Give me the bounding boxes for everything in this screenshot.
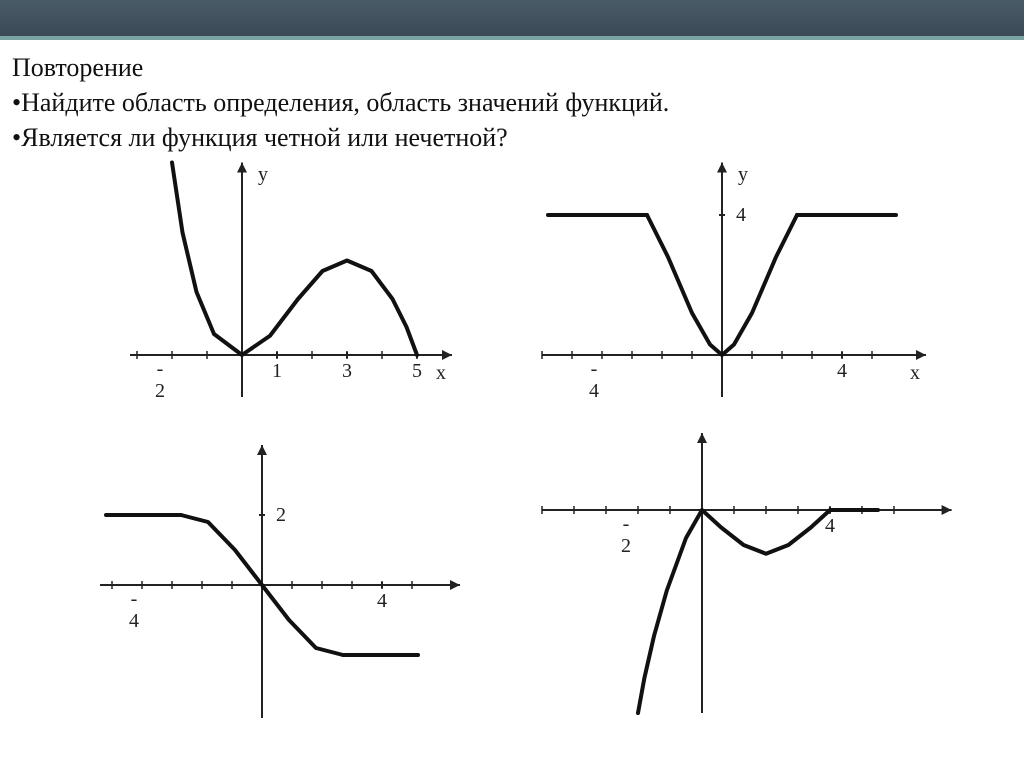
svg-text:5: 5	[412, 360, 422, 382]
chart-bottom-left: 42-4	[92, 435, 472, 725]
svg-text:4: 4	[129, 610, 139, 632]
svg-text:4: 4	[837, 360, 847, 382]
svg-text:4: 4	[377, 590, 387, 612]
svg-text:x: x	[436, 362, 446, 384]
svg-text:4: 4	[825, 515, 835, 537]
heading: Повторение	[12, 50, 1012, 85]
bullet-1-text: Найдите область определения, область зна…	[21, 88, 669, 117]
bullet-1: •Найдите область определения, область зн…	[12, 85, 1012, 120]
svg-text:2: 2	[621, 535, 631, 557]
bullet-2: •Является ли функция четной или нечетной…	[12, 120, 1012, 155]
svg-text:-: -	[591, 358, 598, 380]
svg-text:4: 4	[589, 380, 599, 402]
chart-bottom-right: 4-2-4	[532, 425, 962, 725]
svg-text:1: 1	[272, 360, 282, 382]
svg-text:3: 3	[342, 360, 352, 382]
slide-content: Повторение •Найдите область определения,…	[0, 40, 1024, 755]
svg-text:x: x	[910, 362, 920, 384]
svg-text:-: -	[157, 358, 164, 380]
chart-top-right: 44xy-4	[532, 155, 932, 425]
svg-text:-: -	[623, 513, 630, 535]
svg-text:y: y	[258, 164, 268, 186]
chart-top-left: 1 3 5x y -2	[92, 155, 472, 425]
svg-text:-: -	[131, 588, 138, 610]
svg-text:2: 2	[276, 504, 286, 526]
title-bar	[0, 0, 1024, 36]
svg-text:4: 4	[736, 204, 746, 226]
bullet-2-text: Является ли функция четной или нечетной?	[21, 123, 508, 152]
charts-grid: 135xy-2 44xy-4 42-4 4-2-4	[12, 155, 1012, 755]
svg-text:y: y	[738, 164, 748, 186]
svg-text:2: 2	[155, 380, 165, 402]
